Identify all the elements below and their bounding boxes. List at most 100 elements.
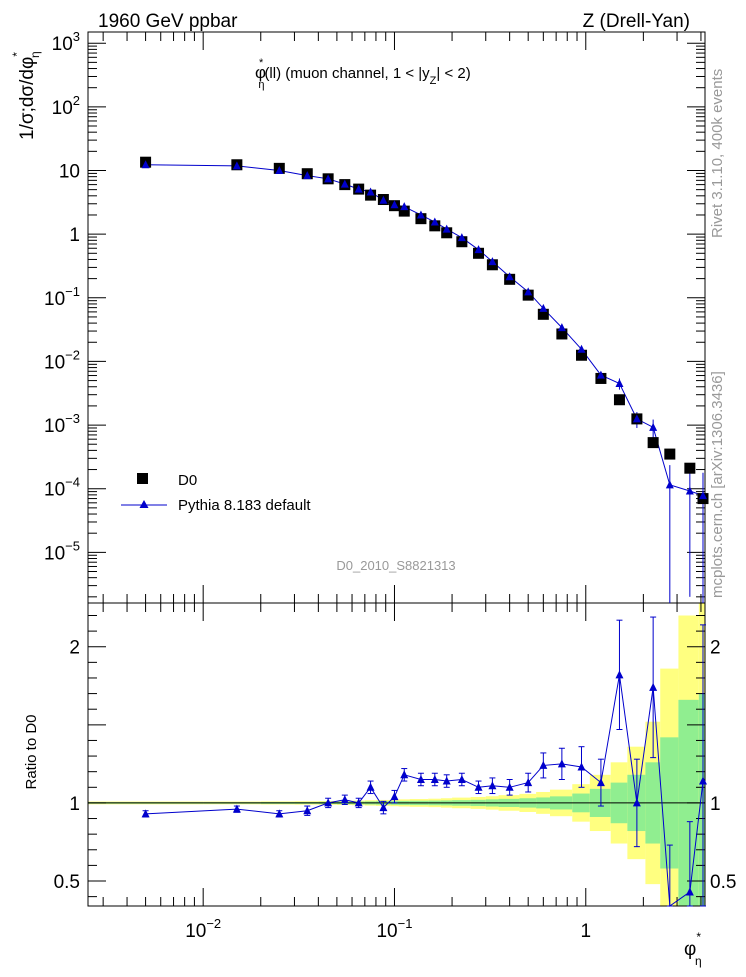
mc-point <box>665 480 674 489</box>
ylabel-sub: η <box>28 51 42 58</box>
title-end: | < 2) <box>436 65 470 82</box>
x-tick-label: 10−1 <box>376 916 412 942</box>
title-sub: η <box>258 79 264 91</box>
data-point <box>398 205 410 217</box>
ratio-ylabel: Ratio to D0 <box>23 714 40 789</box>
title-sup: * <box>259 57 264 69</box>
data-point <box>415 213 427 225</box>
mc-point <box>390 200 399 209</box>
y-tick-label-base: 10 <box>44 480 65 501</box>
header-right: Z (Drell-Yan) <box>583 11 690 32</box>
y-tick-label-exp: −3 <box>65 411 80 426</box>
x-tick-label-base: 10 <box>376 921 397 942</box>
ratio-point <box>366 782 375 791</box>
x-tick-label-exp: −2 <box>206 916 221 931</box>
mc-point <box>457 233 466 242</box>
ratio-point <box>400 770 409 779</box>
y-tick-label: 1 <box>69 225 80 246</box>
mc-point <box>596 370 605 379</box>
ratio-point <box>442 776 451 785</box>
ratio-y-tick-label-right: 0.5 <box>710 872 736 893</box>
y-tick-label: 10−1 <box>44 284 80 310</box>
data-point <box>576 349 588 361</box>
y-tick-label-base: 10 <box>52 98 73 119</box>
x-tick-label-base: 10 <box>185 921 206 942</box>
mc-point <box>303 171 312 180</box>
data-point <box>537 308 549 320</box>
mc-point <box>324 174 333 183</box>
header-left: 1960 GeV ppbar <box>98 11 238 32</box>
ylabel-a: 1/σ;dσ/dφ <box>17 57 38 140</box>
chart-marks: 10−2 10−1 110310210110−110−210−310−410−50.… <box>44 29 736 942</box>
mc-point <box>685 486 694 495</box>
y-tick-label-base: 10 <box>44 352 65 373</box>
ratio-point <box>577 762 586 771</box>
mc-point <box>430 217 439 226</box>
ratio-point <box>505 782 514 791</box>
ratio-y-tick-label: 1 <box>69 794 80 815</box>
data-point <box>684 462 696 474</box>
xlabel-sub: η <box>695 954 702 968</box>
ratio-point <box>390 792 399 801</box>
mc-point <box>379 195 388 204</box>
ratio-y-tick-label: 0.5 <box>54 872 80 893</box>
legend: D0 Pythia 8.183 default <box>121 472 311 514</box>
ratio-point <box>457 774 466 783</box>
y-tick-label-base: 1 <box>69 225 80 246</box>
title-base: φ <box>255 63 266 82</box>
xlabel-sup: * <box>696 930 701 944</box>
mc-point <box>340 179 349 188</box>
ratio-point <box>379 803 388 812</box>
data-point <box>613 394 625 406</box>
y-tick-label-base: 10 <box>44 289 65 310</box>
y-tick-label-base: 10 <box>44 416 65 437</box>
data-point <box>664 448 676 460</box>
ratio-point <box>524 778 533 787</box>
y-tick-label: 10−5 <box>44 538 80 564</box>
data-point <box>647 437 659 449</box>
legend-mc-marker <box>139 500 149 508</box>
y-tick-label: 10−2 <box>44 347 80 373</box>
ratio-point <box>539 760 548 769</box>
data-point <box>473 247 485 259</box>
mc-point <box>400 202 409 211</box>
title-sub2: Z <box>430 75 437 87</box>
y-tick-label-exp: −4 <box>65 475 80 490</box>
ratio-point <box>685 887 694 896</box>
ratio-band-inner <box>698 693 705 906</box>
xlabel-base: φ <box>684 939 696 960</box>
mc-point <box>632 414 641 423</box>
y-tick-label-base: 10 <box>52 34 73 55</box>
mc-point <box>366 187 375 196</box>
side-label-top: Rivet 3.1.10, 400k events <box>709 69 726 238</box>
y-tick-label-base: 10 <box>44 543 65 564</box>
x-tick-label: 1 <box>580 921 591 942</box>
svg-text:1/σ;dσ/dφ*η: 1/σ;dσ/dφ* η <box>10 51 42 140</box>
xlabel: φ* η <box>684 930 702 968</box>
ylabel-sup: * <box>10 52 24 57</box>
y-tick-label-exp: 2 <box>73 93 80 108</box>
y-tick-label-exp: 3 <box>73 29 80 44</box>
legend-data-marker <box>137 473 148 484</box>
watermark: D0_2010_S8821313 <box>336 558 455 573</box>
main-ylabel: 1/σ;dσ/dφ* η <box>10 51 42 140</box>
y-tick-label: 103 <box>52 29 80 55</box>
ratio-point <box>649 682 658 691</box>
mc-point <box>505 272 514 281</box>
y-tick-label-base: 10 <box>59 161 80 182</box>
ratio-point <box>416 774 425 783</box>
ratio-point <box>324 798 333 807</box>
ratio-y-tick-label: 2 <box>69 638 80 659</box>
ratio-y-tick-label-right: 1 <box>710 794 721 815</box>
ratio-point <box>632 798 641 807</box>
ratio-point <box>615 670 624 679</box>
mc-point <box>539 303 548 312</box>
y-tick-label-exp: −1 <box>65 284 80 299</box>
ratio-point <box>474 782 483 791</box>
ratio-point <box>488 781 497 790</box>
mc-point <box>488 257 497 266</box>
side-label-bottom: mcplots.cern.ch [arXiv:1306.3436] <box>709 371 726 598</box>
ratio-plot-frame <box>87 602 706 907</box>
